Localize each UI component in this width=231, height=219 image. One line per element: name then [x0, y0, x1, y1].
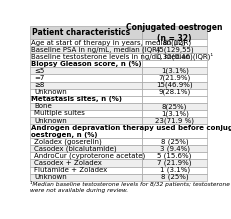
- Text: 8 (25%): 8 (25%): [161, 139, 188, 145]
- Text: Unknown: Unknown: [34, 89, 67, 95]
- Bar: [30, 159, 142, 167]
- Bar: [30, 167, 142, 174]
- Bar: [30, 46, 142, 53]
- Text: Androgen depravation therapy used before conjugated
oestrogen, n (%): Androgen depravation therapy used before…: [31, 125, 231, 138]
- Bar: [142, 117, 207, 124]
- Bar: [30, 152, 142, 159]
- Text: 3 (9.4%): 3 (9.4%): [160, 146, 190, 152]
- Text: 1(3.1%): 1(3.1%): [161, 110, 188, 117]
- Bar: [142, 39, 207, 46]
- Text: ¹Median baseline testosterone levels for 8/32 patients; testosterone levels for : ¹Median baseline testosterone levels for…: [30, 182, 231, 193]
- Text: ≤5: ≤5: [34, 68, 45, 74]
- Bar: [142, 46, 207, 53]
- Text: ≥8: ≥8: [34, 82, 45, 88]
- Bar: [142, 67, 207, 74]
- Text: Bone: Bone: [34, 103, 52, 109]
- Bar: [30, 110, 142, 117]
- Text: 45(129,55): 45(129,55): [155, 46, 194, 53]
- Bar: [142, 96, 207, 103]
- Bar: [30, 67, 142, 74]
- Bar: [142, 167, 207, 174]
- Bar: [142, 74, 207, 81]
- Bar: [30, 145, 142, 152]
- Text: Casodex + Zoladex: Casodex + Zoladex: [34, 160, 102, 166]
- Text: Baseline PSA in ng/mL, median (IQR): Baseline PSA in ng/mL, median (IQR): [31, 46, 160, 53]
- Bar: [142, 103, 207, 110]
- Bar: [142, 81, 207, 89]
- Bar: [142, 152, 207, 159]
- Text: 5 (15.6%): 5 (15.6%): [158, 153, 192, 159]
- Bar: [30, 103, 142, 110]
- Bar: [30, 60, 142, 67]
- Text: 80(12): 80(12): [163, 39, 186, 46]
- Bar: [30, 74, 142, 81]
- Text: 0.32(0.46): 0.32(0.46): [156, 53, 193, 60]
- Bar: [142, 124, 207, 138]
- Text: 1(3.1%): 1(3.1%): [161, 68, 188, 74]
- Text: AndroCur (cyproterone acetate): AndroCur (cyproterone acetate): [34, 153, 146, 159]
- Text: Flutamide + Zoladex: Flutamide + Zoladex: [34, 167, 107, 173]
- Text: 7 (21.9%): 7 (21.9%): [157, 160, 192, 166]
- Text: Zoladex (goserelin): Zoladex (goserelin): [34, 139, 102, 145]
- Text: 23(71.9 %): 23(71.9 %): [155, 117, 194, 124]
- Bar: [142, 174, 207, 181]
- Text: Multiple suites: Multiple suites: [34, 110, 85, 117]
- Text: Biopsy Gleason score, n (%): Biopsy Gleason score, n (%): [31, 61, 142, 67]
- Bar: [142, 110, 207, 117]
- Bar: [142, 53, 207, 60]
- Text: 15(46.9%): 15(46.9%): [156, 82, 193, 88]
- Text: Unknown: Unknown: [34, 118, 67, 124]
- Text: Casodex (bicalutamide): Casodex (bicalutamide): [34, 146, 117, 152]
- Bar: [142, 60, 207, 67]
- Text: Age at start of therapy in years, median (IQR): Age at start of therapy in years, median…: [31, 39, 191, 46]
- Text: 9(28.1%): 9(28.1%): [158, 89, 191, 95]
- Bar: [30, 89, 142, 96]
- Text: Unknown: Unknown: [34, 174, 67, 180]
- Bar: [30, 26, 142, 39]
- Text: Baseline testosterone levels in ng/dL, median (IQR)¹: Baseline testosterone levels in ng/dL, m…: [31, 53, 213, 60]
- Text: 8 (25%): 8 (25%): [161, 174, 188, 180]
- Text: =7: =7: [34, 75, 45, 81]
- Bar: [30, 174, 142, 181]
- Bar: [142, 138, 207, 145]
- Text: Metastasis sites, n (%): Metastasis sites, n (%): [31, 96, 122, 102]
- Text: 1 (3.1%): 1 (3.1%): [160, 167, 190, 173]
- Bar: [30, 96, 142, 103]
- Bar: [142, 145, 207, 152]
- Bar: [142, 159, 207, 167]
- Bar: [30, 81, 142, 89]
- Bar: [30, 39, 142, 46]
- Bar: [30, 53, 142, 60]
- Text: 7(21.9%): 7(21.9%): [158, 75, 191, 81]
- Text: Conjugated oestrogen
(n = 32): Conjugated oestrogen (n = 32): [126, 23, 223, 43]
- Bar: [142, 26, 207, 39]
- Bar: [30, 124, 142, 138]
- Text: Patient characteristics: Patient characteristics: [32, 28, 130, 37]
- Text: 8(25%): 8(25%): [162, 103, 187, 110]
- Bar: [142, 89, 207, 96]
- Bar: [30, 117, 142, 124]
- Bar: [30, 138, 142, 145]
